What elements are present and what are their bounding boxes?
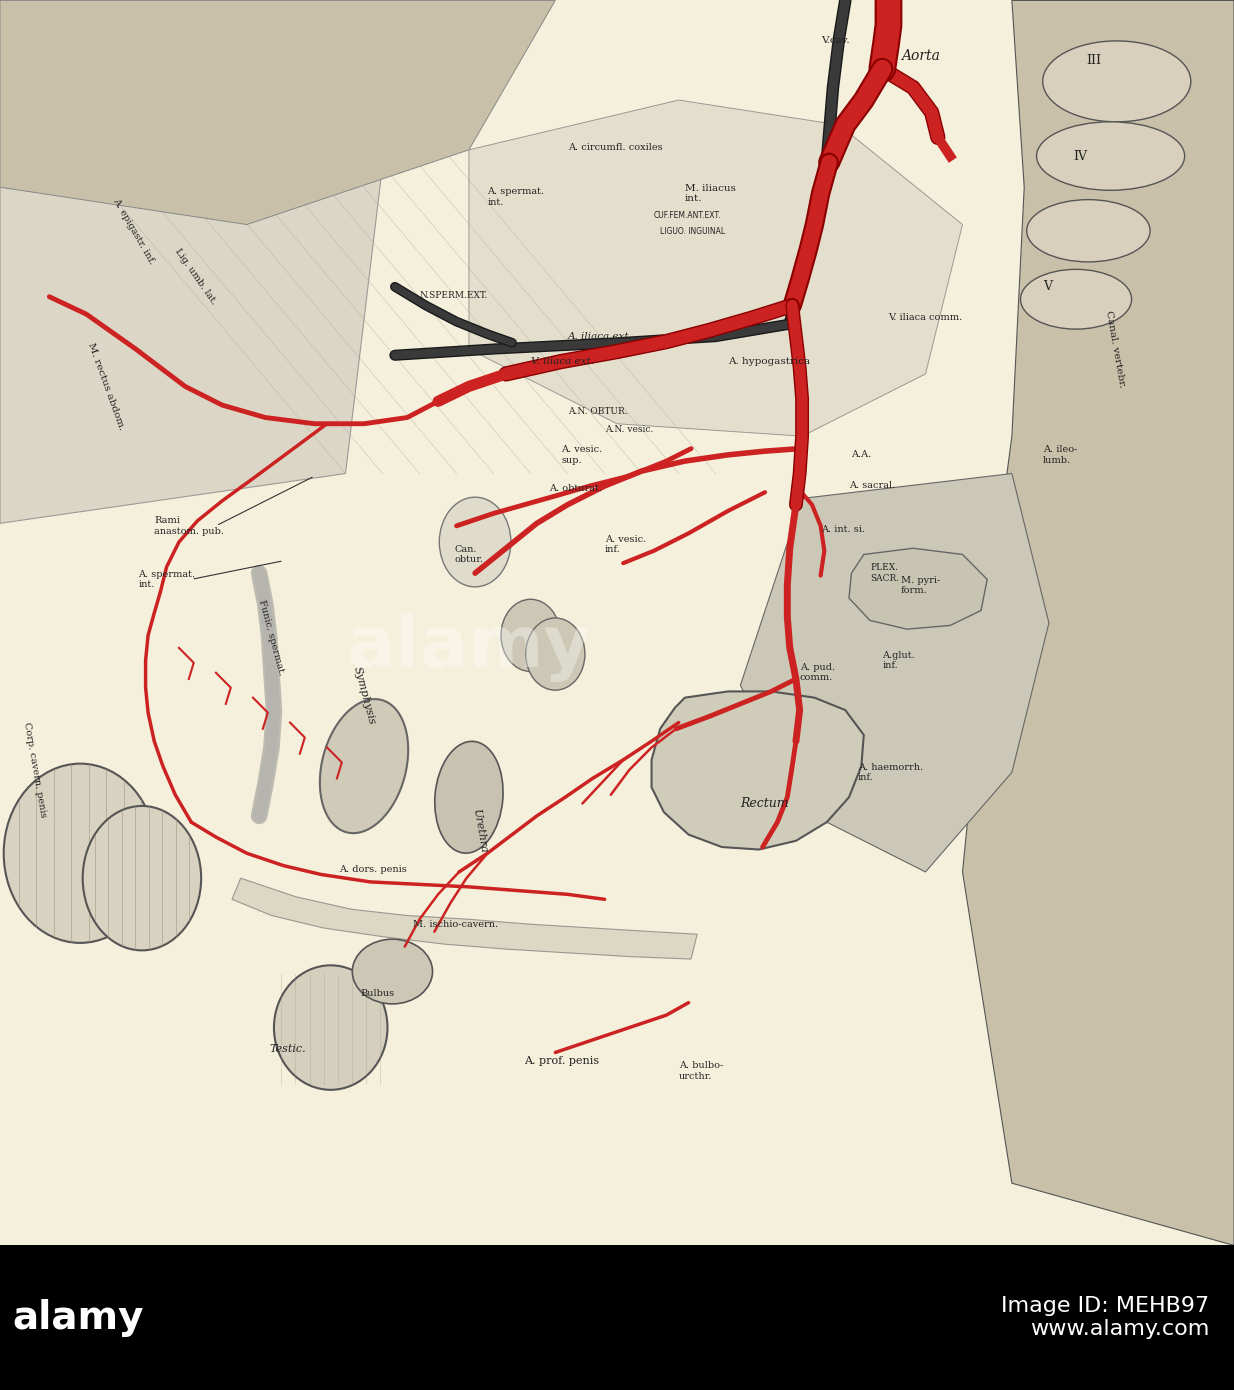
Ellipse shape [526, 619, 585, 691]
Text: M. rectus abdom.: M. rectus abdom. [86, 342, 126, 431]
Text: Bulbus: Bulbus [360, 990, 395, 998]
Text: A.N. vesic.: A.N. vesic. [605, 425, 653, 435]
Text: Aorta: Aorta [901, 50, 940, 64]
Ellipse shape [439, 498, 511, 587]
Text: Symphysis: Symphysis [352, 664, 376, 726]
Ellipse shape [1043, 40, 1191, 122]
Polygon shape [0, 63, 395, 524]
Text: PLEX.
SACR.: PLEX. SACR. [870, 563, 900, 582]
Text: A. spermat.
int.: A. spermat. int. [138, 570, 195, 589]
Ellipse shape [83, 806, 201, 951]
Text: Funic. spermat.: Funic. spermat. [257, 599, 285, 677]
Text: N.SPERM.EXT.: N.SPERM.EXT. [420, 291, 487, 300]
Text: alamy: alamy [12, 1298, 144, 1337]
Text: M. pyri-
form.: M. pyri- form. [901, 575, 940, 595]
Polygon shape [740, 474, 1049, 872]
Text: alamy: alamy [347, 613, 591, 682]
Text: Corp. cavern. penis: Corp. cavern. penis [22, 721, 48, 819]
Text: V. iliaca ext.: V. iliaca ext. [531, 357, 594, 366]
Text: A. int. si.: A. int. si. [821, 525, 865, 534]
Ellipse shape [4, 763, 157, 942]
Text: IV: IV [1074, 150, 1087, 163]
Ellipse shape [434, 741, 503, 853]
Text: A. vesic.
inf.: A. vesic. inf. [605, 535, 645, 555]
Text: A.glut.
inf.: A.glut. inf. [882, 651, 916, 670]
Polygon shape [469, 100, 963, 436]
Text: A. prof. penis: A. prof. penis [524, 1056, 600, 1066]
Text: A. hypogastrica: A. hypogastrica [728, 357, 811, 366]
Text: A. dors. penis: A. dors. penis [339, 865, 407, 874]
Text: V.cav.: V.cav. [821, 36, 849, 44]
Text: Canal. vertebr.: Canal. vertebr. [1104, 310, 1127, 388]
Ellipse shape [320, 699, 408, 833]
Polygon shape [963, 0, 1234, 1245]
Text: CUF.FEM.ANT.EXT.: CUF.FEM.ANT.EXT. [654, 211, 722, 220]
Text: A.A.: A.A. [851, 450, 871, 459]
Text: Rectum: Rectum [740, 796, 789, 810]
Text: A. vesic.
sup.: A. vesic. sup. [561, 445, 602, 464]
Polygon shape [652, 691, 864, 849]
Text: A.N. OBTUR.: A.N. OBTUR. [568, 407, 627, 416]
Polygon shape [849, 548, 987, 630]
Text: LIGUO. INGUINAL: LIGUO. INGUINAL [660, 228, 726, 236]
Text: Can.
obtur.: Can. obtur. [454, 545, 484, 564]
Text: A. pud.
comm.: A. pud. comm. [800, 663, 834, 682]
Ellipse shape [1021, 270, 1132, 329]
Ellipse shape [501, 599, 560, 671]
Text: Lig. umb. lat.: Lig. umb. lat. [173, 247, 218, 307]
Text: Image ID: MEHB97
www.alamy.com: Image ID: MEHB97 www.alamy.com [1001, 1295, 1209, 1340]
Text: A. sacral.: A. sacral. [849, 481, 895, 491]
Text: A. ileo-
lumb.: A. ileo- lumb. [1043, 445, 1077, 464]
Text: Rami
anastom. pub.: Rami anastom. pub. [154, 516, 225, 535]
Ellipse shape [353, 940, 432, 1004]
Text: V: V [1043, 281, 1051, 293]
Text: A. bulbo-
urcthr.: A. bulbo- urcthr. [679, 1062, 723, 1081]
Text: A. epigastr. inf.: A. epigastr. inf. [111, 196, 157, 265]
Text: M. ischio-cavern.: M. ischio-cavern. [413, 920, 499, 929]
Ellipse shape [274, 965, 387, 1090]
Text: A. obturat.: A. obturat. [549, 484, 602, 493]
Text: A. circumfl. coxiles: A. circumfl. coxiles [568, 143, 663, 152]
Text: III: III [1086, 54, 1101, 67]
Text: V. iliaca comm.: V. iliaca comm. [888, 313, 963, 322]
Polygon shape [0, 0, 555, 225]
Text: Urethra: Urethra [471, 809, 489, 855]
Text: A. spermat.
int.: A. spermat. int. [487, 188, 544, 207]
Text: Testic.: Testic. [269, 1044, 306, 1054]
Ellipse shape [1027, 200, 1150, 261]
Text: M. iliacus
int.: M. iliacus int. [685, 183, 735, 203]
Text: A. haemorrh.
inf.: A. haemorrh. inf. [858, 763, 923, 783]
Text: A. iliaca ext.: A. iliaca ext. [568, 332, 632, 341]
Ellipse shape [1037, 122, 1185, 190]
Polygon shape [232, 878, 697, 959]
